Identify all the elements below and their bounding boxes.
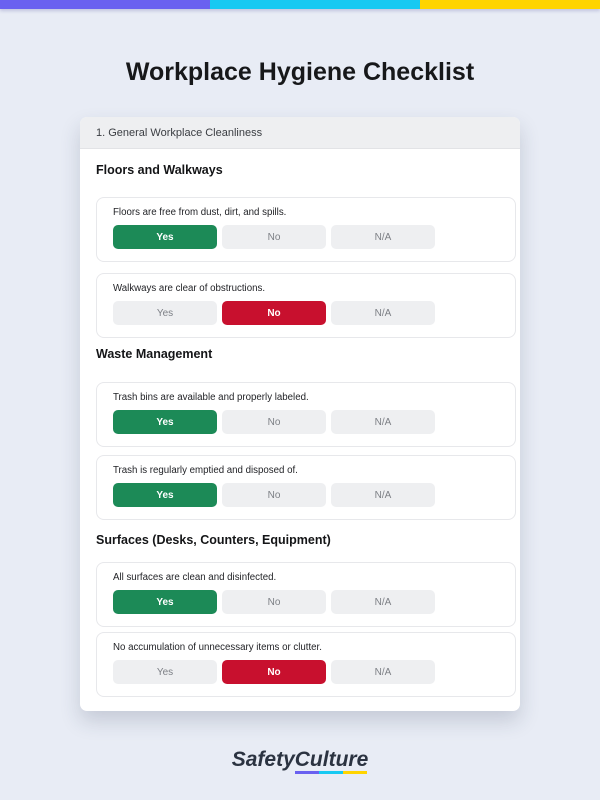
svg-text:SafetyCulture: SafetyCulture: [232, 748, 369, 771]
